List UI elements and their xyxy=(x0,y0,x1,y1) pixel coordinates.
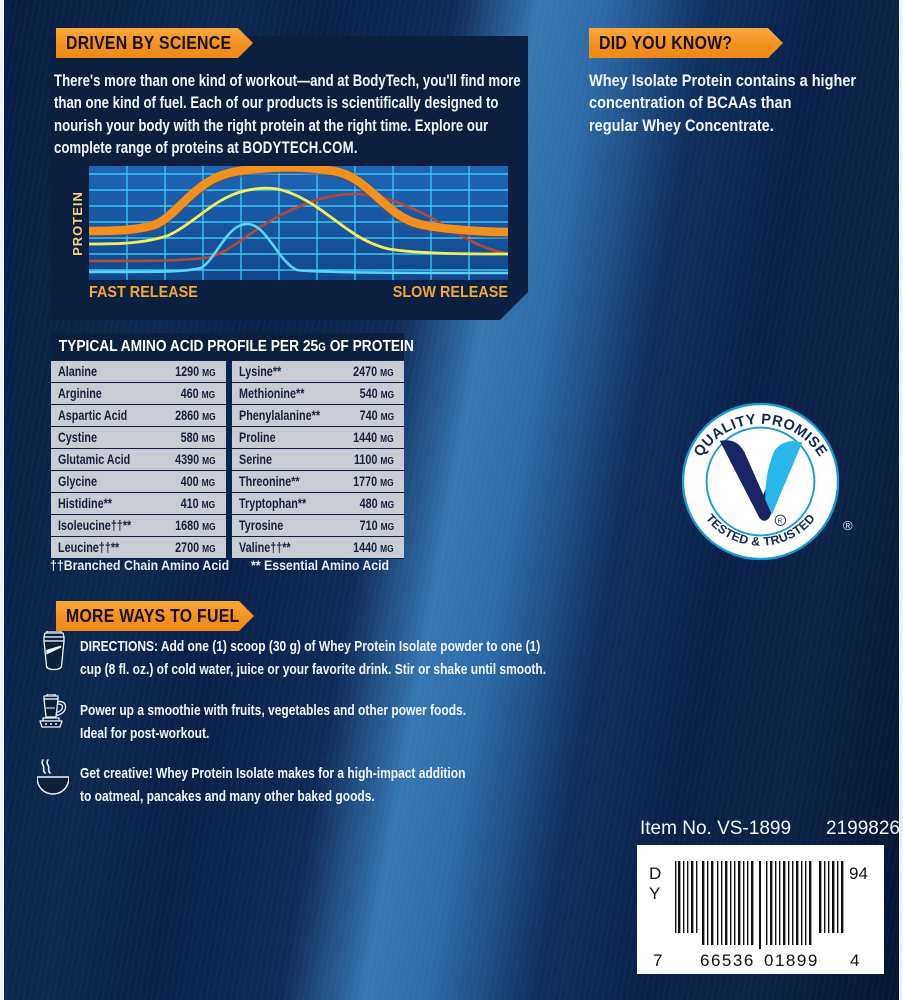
svg-text:66536: 66536 xyxy=(700,951,755,970)
svg-text:R: R xyxy=(778,518,783,525)
svg-text:D: D xyxy=(649,864,661,883)
svg-text:01899: 01899 xyxy=(764,951,819,970)
svg-text:94: 94 xyxy=(849,864,868,883)
svg-text:Y: Y xyxy=(649,884,660,903)
svg-text:7: 7 xyxy=(653,951,662,970)
svg-text:4: 4 xyxy=(850,951,859,970)
